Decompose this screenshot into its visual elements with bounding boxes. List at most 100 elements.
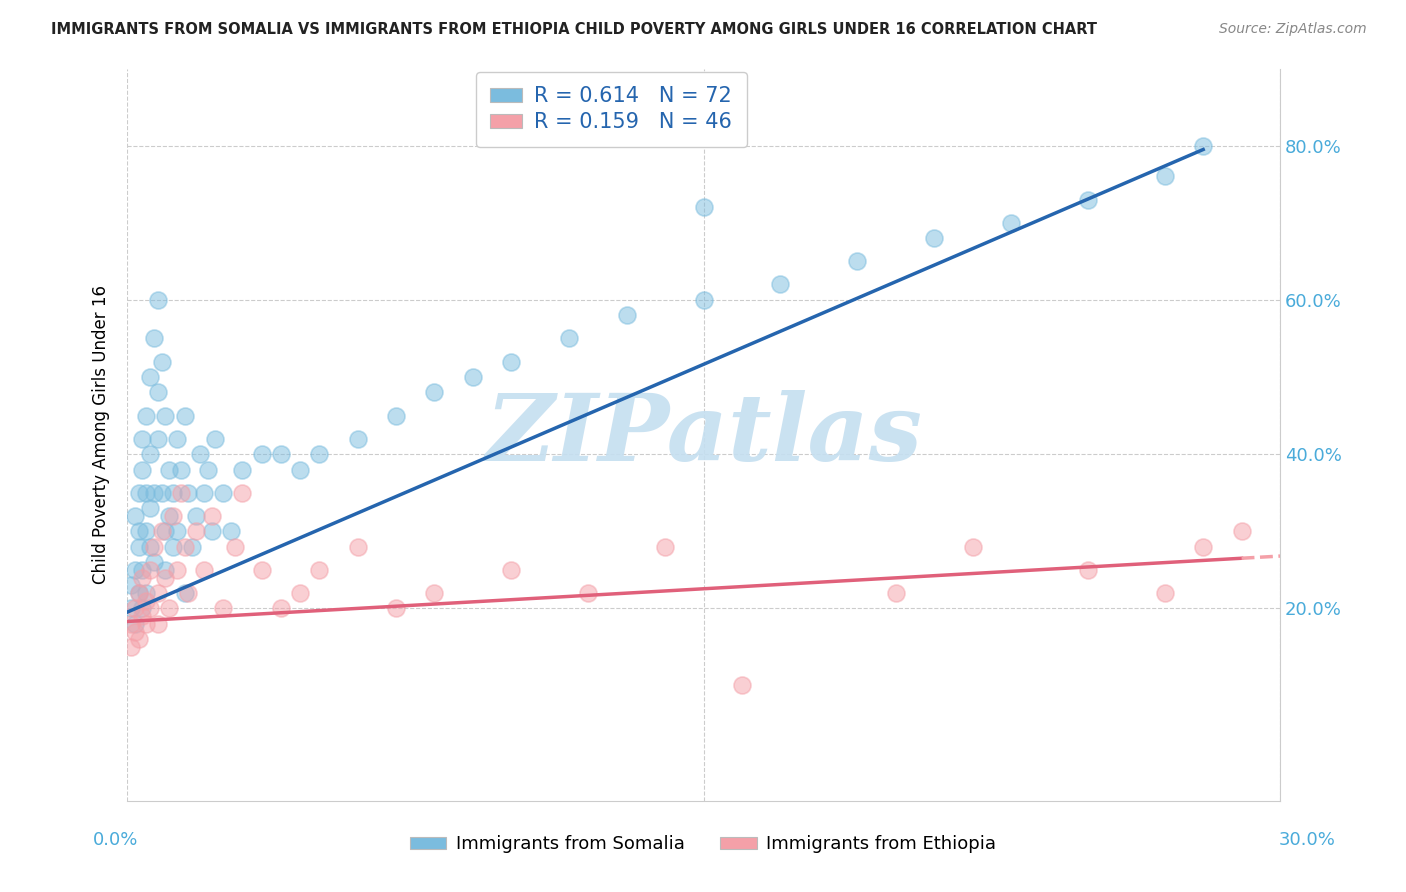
Point bbox=[692, 200, 714, 214]
Point bbox=[131, 570, 153, 584]
Point bbox=[162, 508, 184, 523]
Point bbox=[157, 601, 180, 615]
Point bbox=[558, 331, 581, 345]
Point bbox=[288, 462, 311, 476]
Point bbox=[135, 485, 157, 500]
Point bbox=[1192, 540, 1215, 554]
Point bbox=[124, 563, 146, 577]
Point bbox=[166, 524, 188, 539]
Point bbox=[146, 293, 169, 307]
Point bbox=[501, 354, 523, 368]
Point bbox=[186, 524, 208, 539]
Point bbox=[692, 293, 714, 307]
Point bbox=[188, 447, 211, 461]
Point bbox=[250, 563, 273, 577]
Point bbox=[157, 508, 180, 523]
Point bbox=[884, 586, 907, 600]
Point bbox=[162, 485, 184, 500]
Text: 0.0%: 0.0% bbox=[93, 831, 138, 849]
Text: 30.0%: 30.0% bbox=[1279, 831, 1336, 849]
Point bbox=[131, 609, 153, 624]
Point bbox=[1153, 169, 1175, 184]
Point bbox=[731, 678, 754, 692]
Point bbox=[846, 254, 869, 268]
Point bbox=[139, 501, 162, 516]
Point bbox=[173, 540, 195, 554]
Point bbox=[270, 447, 292, 461]
Point bbox=[1230, 524, 1253, 539]
Point bbox=[212, 485, 235, 500]
Point bbox=[308, 563, 330, 577]
Point bbox=[135, 593, 157, 607]
Point bbox=[131, 563, 153, 577]
Point bbox=[142, 331, 165, 345]
Point bbox=[204, 432, 226, 446]
Point bbox=[146, 586, 169, 600]
Point bbox=[1153, 586, 1175, 600]
Point bbox=[139, 540, 162, 554]
Point bbox=[197, 462, 219, 476]
Point bbox=[135, 524, 157, 539]
Point bbox=[922, 231, 945, 245]
Point bbox=[142, 540, 165, 554]
Point bbox=[308, 447, 330, 461]
Point bbox=[576, 586, 599, 600]
Point bbox=[120, 601, 142, 615]
Point bbox=[146, 385, 169, 400]
Point bbox=[139, 563, 162, 577]
Point bbox=[146, 432, 169, 446]
Point bbox=[139, 370, 162, 384]
Point bbox=[270, 601, 292, 615]
Point bbox=[170, 462, 193, 476]
Point bbox=[200, 508, 222, 523]
Point bbox=[1000, 216, 1022, 230]
Point bbox=[166, 432, 188, 446]
Point bbox=[173, 586, 195, 600]
Point bbox=[654, 540, 676, 554]
Point bbox=[231, 485, 253, 500]
Point bbox=[173, 409, 195, 423]
Point bbox=[212, 601, 235, 615]
Point bbox=[346, 432, 368, 446]
Text: IMMIGRANTS FROM SOMALIA VS IMMIGRANTS FROM ETHIOPIA CHILD POVERTY AMONG GIRLS UN: IMMIGRANTS FROM SOMALIA VS IMMIGRANTS FR… bbox=[51, 22, 1097, 37]
Point bbox=[177, 485, 200, 500]
Point bbox=[120, 640, 142, 654]
Point bbox=[120, 616, 142, 631]
Point bbox=[193, 563, 215, 577]
Point bbox=[120, 578, 142, 592]
Point bbox=[501, 563, 523, 577]
Point bbox=[231, 462, 253, 476]
Point bbox=[200, 524, 222, 539]
Point bbox=[128, 632, 150, 647]
Point bbox=[135, 616, 157, 631]
Point bbox=[150, 485, 173, 500]
Point bbox=[157, 462, 180, 476]
Point bbox=[170, 485, 193, 500]
Point bbox=[142, 485, 165, 500]
Point bbox=[124, 624, 146, 639]
Point bbox=[124, 616, 146, 631]
Point bbox=[135, 409, 157, 423]
Point bbox=[177, 586, 200, 600]
Y-axis label: Child Poverty Among Girls Under 16: Child Poverty Among Girls Under 16 bbox=[93, 285, 110, 584]
Point bbox=[146, 616, 169, 631]
Point bbox=[224, 540, 246, 554]
Point bbox=[962, 540, 984, 554]
Point bbox=[250, 447, 273, 461]
Point bbox=[131, 601, 153, 615]
Point bbox=[461, 370, 484, 384]
Point bbox=[139, 447, 162, 461]
Point bbox=[142, 555, 165, 569]
Point bbox=[193, 485, 215, 500]
Point bbox=[135, 586, 157, 600]
Point bbox=[1077, 563, 1099, 577]
Point bbox=[181, 540, 204, 554]
Point bbox=[616, 308, 638, 322]
Point bbox=[139, 601, 162, 615]
Point bbox=[1192, 138, 1215, 153]
Text: Source: ZipAtlas.com: Source: ZipAtlas.com bbox=[1219, 22, 1367, 37]
Point bbox=[131, 432, 153, 446]
Point bbox=[162, 540, 184, 554]
Point bbox=[769, 277, 792, 292]
Point bbox=[128, 586, 150, 600]
